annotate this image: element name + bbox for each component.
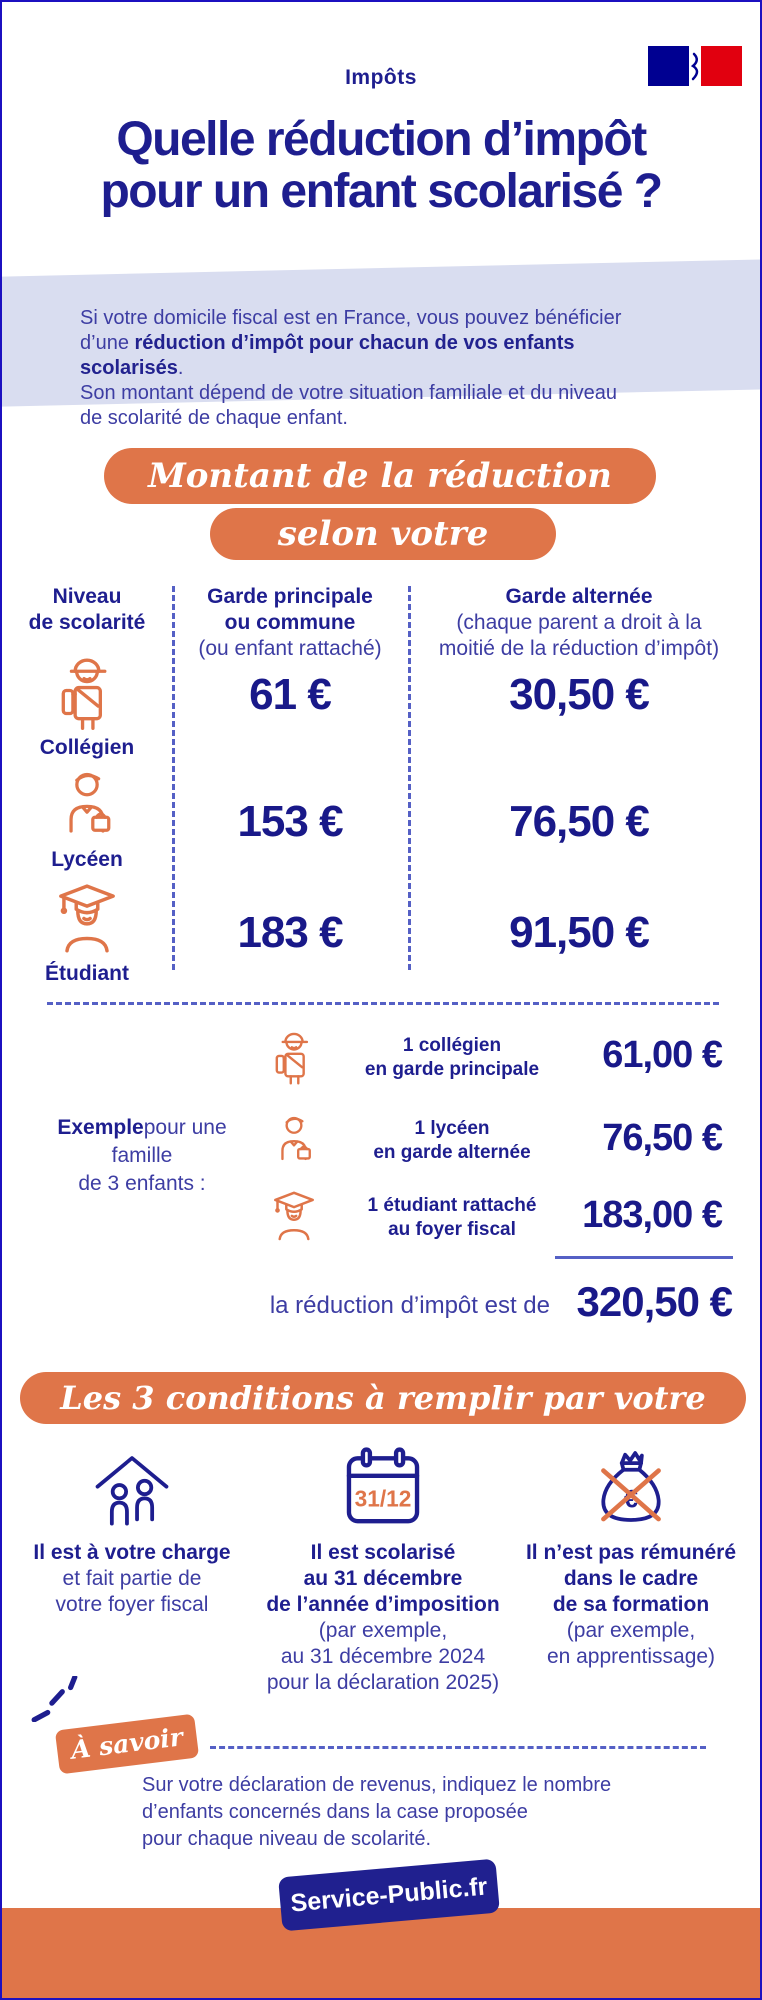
intro-seg2-bold: réduction d’impôt pour chacun de vos enf… <box>80 332 575 379</box>
etudiant-icon <box>59 884 115 953</box>
page-title-line2: pour un enfant scolarisé ? <box>100 165 663 218</box>
a-savoir-badge: À savoir <box>54 1713 200 1775</box>
family-under-roof-icon <box>95 1456 169 1526</box>
table-header-garde-alternee: Garde alternée (chaque parent a droit à … <box>438 585 720 660</box>
page-title-line1: Quelle réduction d’impôt <box>116 113 647 166</box>
condition-bold-text: Il est à votre charge <box>33 1541 231 1564</box>
collegien-icon <box>61 658 107 730</box>
condition-bold-text: Il n’est pas rémunéré dans le cadre de s… <box>525 1541 737 1616</box>
table-row-level-label: Collégien <box>39 736 135 759</box>
section-banner-conditions: Les 3 conditions à remplir par votre enf… <box>20 1372 746 1469</box>
value-garde-alternee: 76,50 € <box>509 797 650 846</box>
a-savoir-dashed-line <box>210 1746 706 1749</box>
a-savoir-text: Sur votre déclaration de revenus, indiqu… <box>142 1774 612 1850</box>
lyceen-icon <box>281 1116 311 1161</box>
value-garde-alternee: 30,50 € <box>509 670 650 719</box>
total-value: 320,50 € <box>576 1278 734 1325</box>
condition-detail-text: (par exemple, au 31 décembre 2024 pour l… <box>266 1619 500 1694</box>
crossed-money-bag-icon: € <box>601 1451 661 1522</box>
intro-seg1: Si votre domicile fiscal est en France, … <box>80 307 622 354</box>
section-banner-montant-line1: Montant de la réduction d’impôt <box>104 448 656 552</box>
example-item-label: 1 lycéen en garde alternée <box>373 1118 531 1163</box>
cross-out-mark <box>601 1468 661 1522</box>
table-header-niveau: Niveau de scolarité <box>28 585 146 634</box>
calendar-date-text: 31/12 <box>355 1485 412 1511</box>
example-item-value: 76,50 € <box>602 1117 723 1159</box>
example-item-value: 183,00 € <box>582 1194 723 1236</box>
table-row <box>2 880 172 965</box>
lyceen-icon <box>69 772 111 833</box>
etudiant-icon <box>274 1191 314 1241</box>
table-column-divider-1 <box>172 586 175 970</box>
calendar-icon: 31/12 <box>335 1444 431 1532</box>
example-item <box>268 1028 320 1091</box>
footer-orange-strip <box>2 1908 760 1998</box>
total-label: la réduction d’impôt est de <box>269 1292 550 1319</box>
emphasis-rays-icon <box>30 1676 80 1722</box>
condition-bold-text: Il est scolarisé au 31 décembre de l’ann… <box>266 1541 500 1616</box>
example-item <box>268 1188 320 1251</box>
value-garde-principale: 153 € <box>237 797 343 846</box>
condition-item: Il est à votre charge et fait partie de … <box>7 1440 257 1618</box>
example-label: Exemplepour une famille de 3 enfants : <box>57 1116 227 1195</box>
collegien-icon <box>275 1032 309 1085</box>
section-banner-montant-line2: selon votre situation <box>210 508 556 606</box>
intro-seg3: . Son montant dépend de votre situation … <box>80 357 618 429</box>
table-row-level-label: Lycéen <box>51 848 123 871</box>
example-item-label: 1 étudiant rattaché au foyer fiscal <box>367 1195 537 1240</box>
condition-detail-text: et fait partie de votre foyer fiscal <box>55 1567 209 1616</box>
section-divider-dashed <box>47 1002 719 1005</box>
intro-paragraph: Si votre domicile fiscal est en France, … <box>80 306 680 431</box>
example-item <box>268 1110 320 1171</box>
french-republic-flag-icon <box>648 46 742 86</box>
value-garde-principale: 61 € <box>249 670 332 719</box>
table-row <box>2 652 172 737</box>
table-header-garde-principale: Garde principale ou commune (ou enfant r… <box>198 585 382 660</box>
category-label: Impôts <box>345 66 417 89</box>
example-item-value: 61,00 € <box>602 1034 723 1076</box>
page-title: Quelle réduction d’impôt pour un enfant … <box>2 114 760 218</box>
condition-item: € Il n’est pas rémunéré dans le cadre de… <box>506 1440 756 1670</box>
value-garde-principale: 183 € <box>237 908 343 957</box>
total-sum-line <box>555 1256 733 1259</box>
table-column-divider-2 <box>408 586 411 970</box>
value-garde-alternee: 91,50 € <box>509 908 650 957</box>
table-row-level-label: Étudiant <box>45 962 129 985</box>
condition-detail-text: (par exemple, en apprentissage) <box>546 1619 716 1668</box>
condition-item: 31/12 Il est scolarisé au 31 décembre de… <box>258 1440 508 1696</box>
table-row <box>2 764 172 845</box>
example-item-label: 1 collégien en garde principale <box>364 1035 540 1080</box>
